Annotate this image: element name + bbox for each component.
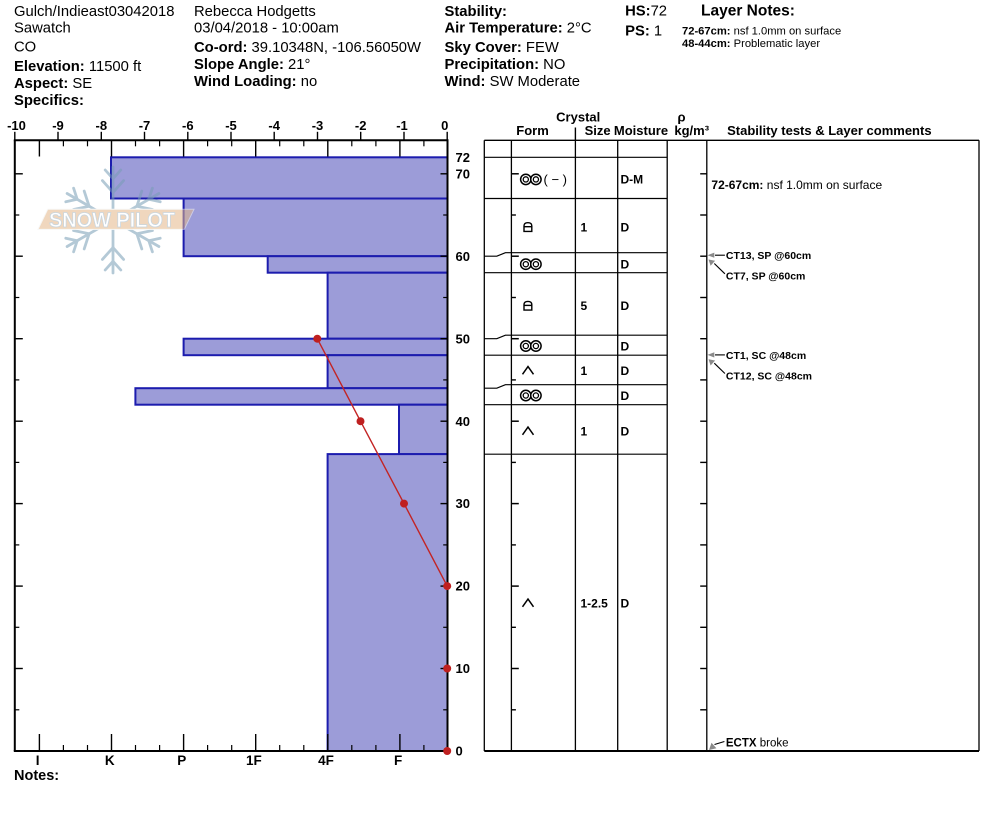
- svg-text:D: D: [621, 299, 630, 313]
- svg-text:D: D: [621, 424, 630, 438]
- svg-text:ρ: ρ: [677, 110, 685, 125]
- svg-text:10: 10: [456, 661, 470, 676]
- svg-text:Wind Loading: no: Wind Loading: no: [194, 74, 317, 90]
- svg-text:kg/m³: kg/m³: [674, 123, 709, 138]
- svg-text:-9: -9: [52, 118, 64, 133]
- svg-text:Air Temperature: 2°C: Air Temperature: 2°C: [445, 21, 592, 37]
- svg-text:Precipitation: NO: Precipitation: NO: [445, 57, 566, 73]
- svg-text:50: 50: [456, 331, 470, 346]
- svg-text:D: D: [621, 220, 630, 234]
- svg-text:-1: -1: [396, 118, 408, 133]
- svg-text:Stability tests & Layer commen: Stability tests & Layer comments: [727, 123, 931, 138]
- svg-text:5: 5: [581, 299, 588, 313]
- svg-text:CO: CO: [14, 40, 36, 56]
- svg-text:0: 0: [441, 118, 448, 133]
- svg-text:K: K: [105, 753, 115, 768]
- svg-text:Sky Cover: FEW: Sky Cover: FEW: [445, 40, 559, 56]
- svg-text:1: 1: [581, 364, 588, 378]
- svg-text:ECTX broke: ECTX broke: [726, 737, 789, 749]
- svg-text:Notes:: Notes:: [14, 768, 59, 784]
- svg-text:72: 72: [456, 150, 470, 165]
- svg-text:72-67cm: nsf 1.0mm on surface: 72-67cm: nsf 1.0mm on surface: [711, 178, 882, 192]
- svg-text:Size: Size: [585, 123, 611, 138]
- svg-text:-7: -7: [139, 118, 151, 133]
- svg-text:72-67cm: nsf 1.0mm on surface: 72-67cm: nsf 1.0mm on surface: [682, 26, 841, 38]
- svg-text:03/04/2018 - 10:00am: 03/04/2018 - 10:00am: [194, 21, 339, 37]
- svg-text:Crystal: Crystal: [556, 110, 600, 125]
- svg-text:HS:72: HS:72: [625, 4, 667, 20]
- svg-text:Wind: SW Moderate: Wind: SW Moderate: [445, 74, 581, 90]
- svg-text:-3: -3: [312, 118, 324, 133]
- svg-text:60: 60: [456, 249, 470, 264]
- svg-text:Sawatch: Sawatch: [14, 21, 71, 37]
- svg-text:F: F: [394, 753, 402, 768]
- svg-text:Rebecca Hodgetts: Rebecca Hodgetts: [194, 4, 316, 20]
- svg-text:I: I: [36, 753, 40, 768]
- svg-text:1F: 1F: [246, 753, 262, 768]
- svg-text:Form: Form: [516, 123, 549, 138]
- svg-text:CT13, SP @60cm: CT13, SP @60cm: [726, 250, 811, 262]
- svg-text:-5: -5: [225, 118, 237, 133]
- svg-text:D: D: [621, 339, 630, 353]
- svg-text:( − ): ( − ): [544, 172, 567, 187]
- svg-text:CT1, SC @48cm: CT1, SC @48cm: [726, 350, 806, 362]
- svg-text:Co-ord: 39.10348N, -106.56050W: Co-ord: 39.10348N, -106.56050W: [194, 40, 421, 56]
- svg-text:P: P: [177, 753, 186, 768]
- svg-text:1: 1: [581, 424, 588, 438]
- svg-text:Stability:: Stability:: [445, 4, 507, 20]
- svg-text:Moisture: Moisture: [614, 123, 668, 138]
- svg-text:-4: -4: [268, 118, 280, 133]
- svg-text:PS: 1: PS: 1: [625, 24, 662, 40]
- svg-text:Gulch/Indieast03042018: Gulch/Indieast03042018: [14, 4, 174, 20]
- svg-text:CT12, SC @48cm: CT12, SC @48cm: [726, 370, 812, 382]
- svg-text:4F: 4F: [318, 753, 334, 768]
- svg-text:30: 30: [456, 496, 470, 511]
- svg-text:20: 20: [456, 579, 470, 594]
- svg-text:Slope Angle: 21°: Slope Angle: 21°: [194, 57, 310, 73]
- svg-text:Specifics:: Specifics:: [14, 93, 84, 109]
- svg-text:D: D: [621, 364, 630, 378]
- svg-text:-10: -10: [7, 118, 26, 133]
- svg-text:70: 70: [456, 166, 470, 181]
- svg-text:1-2.5: 1-2.5: [581, 596, 609, 610]
- svg-text:CT7, SP @60cm: CT7, SP @60cm: [726, 271, 806, 283]
- svg-text:Layer Notes:: Layer Notes:: [701, 3, 795, 20]
- svg-text:SNOW PILOT: SNOW PILOT: [49, 208, 175, 232]
- svg-text:D: D: [621, 596, 630, 610]
- svg-text:D: D: [621, 258, 630, 272]
- svg-text:40: 40: [456, 414, 470, 429]
- svg-text:0: 0: [456, 744, 463, 759]
- svg-text:-8: -8: [96, 118, 108, 133]
- svg-text:-2: -2: [355, 118, 367, 133]
- svg-text:D: D: [621, 389, 630, 403]
- svg-text:Elevation: 11500 ft: Elevation: 11500 ft: [14, 59, 141, 75]
- svg-text:1: 1: [581, 220, 588, 234]
- svg-text:D-M: D-M: [621, 173, 644, 187]
- svg-text:48-44cm: Problematic layer: 48-44cm: Problematic layer: [682, 38, 820, 50]
- svg-text:-6: -6: [182, 118, 194, 133]
- svg-text:Aspect: SE: Aspect: SE: [14, 76, 92, 92]
